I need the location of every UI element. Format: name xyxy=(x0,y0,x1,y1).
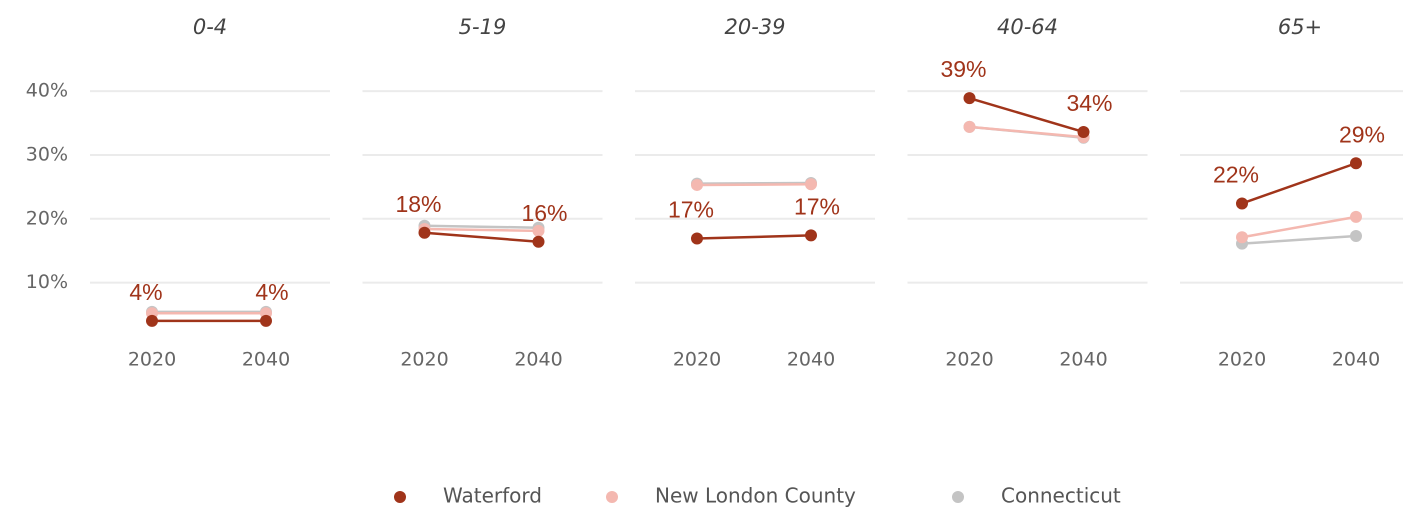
series-line xyxy=(969,125,1084,139)
value-label: 4% xyxy=(129,279,162,305)
x-tick-label: 2040 xyxy=(1059,349,1107,371)
point xyxy=(691,178,703,191)
point xyxy=(805,229,817,242)
point xyxy=(963,92,976,105)
legend-label: Connecticut xyxy=(1001,484,1121,508)
panel-title: 20-39 xyxy=(724,15,785,39)
point xyxy=(532,235,545,248)
point xyxy=(963,120,976,133)
y-tick-label: 30% xyxy=(26,143,68,165)
value-label: 29% xyxy=(1339,121,1385,147)
y-tick-label: 20% xyxy=(26,207,68,229)
value-label: 17% xyxy=(668,197,714,223)
value-label: 4% xyxy=(255,279,288,305)
legend-label: New London County xyxy=(655,484,856,508)
x-tick-label: 2040 xyxy=(1332,349,1380,371)
point xyxy=(146,314,158,327)
value-label: 22% xyxy=(1213,162,1259,188)
point xyxy=(532,224,545,237)
value-label: 17% xyxy=(794,193,840,219)
point xyxy=(1350,210,1362,223)
point xyxy=(1236,231,1248,244)
value-label: 39% xyxy=(940,56,986,82)
panel-title: 65+ xyxy=(1278,15,1322,39)
point xyxy=(1236,197,1248,210)
value-label: 16% xyxy=(521,200,567,226)
x-tick-label: 2020 xyxy=(1218,349,1266,371)
point xyxy=(805,178,817,191)
x-tick-label: 2040 xyxy=(787,349,835,371)
legend-swatch xyxy=(394,491,406,503)
x-tick-label: 2020 xyxy=(400,349,448,371)
point xyxy=(1350,229,1362,242)
legend-swatch xyxy=(952,491,964,503)
panel-title: 40-64 xyxy=(997,15,1058,39)
legend-swatch xyxy=(606,491,618,503)
panel-title: 5-19 xyxy=(459,15,507,39)
x-tick-label: 2040 xyxy=(514,349,562,371)
series-line xyxy=(1241,162,1357,205)
y-tick-label: 10% xyxy=(26,271,68,293)
point xyxy=(260,314,272,327)
series-line xyxy=(696,234,812,240)
series-line xyxy=(969,96,1084,134)
point xyxy=(1077,125,1090,138)
point xyxy=(418,226,431,239)
y-tick-label: 40% xyxy=(26,80,68,102)
point xyxy=(691,232,703,245)
series-line xyxy=(696,181,812,185)
x-tick-label: 2020 xyxy=(673,349,721,371)
series-line xyxy=(1241,234,1357,245)
series-line xyxy=(424,227,539,233)
series-line xyxy=(1241,215,1357,239)
value-label: 18% xyxy=(395,191,441,217)
x-tick-label: 2020 xyxy=(128,349,176,371)
value-label: 34% xyxy=(1066,90,1112,116)
series-line xyxy=(696,183,812,187)
x-tick-label: 2020 xyxy=(945,349,993,371)
point xyxy=(1350,157,1362,170)
x-tick-label: 2040 xyxy=(242,349,290,371)
legend-label: Waterford xyxy=(443,484,542,508)
panel-title: 0-4 xyxy=(193,15,227,39)
series-line xyxy=(424,224,539,229)
series-line xyxy=(424,231,539,243)
